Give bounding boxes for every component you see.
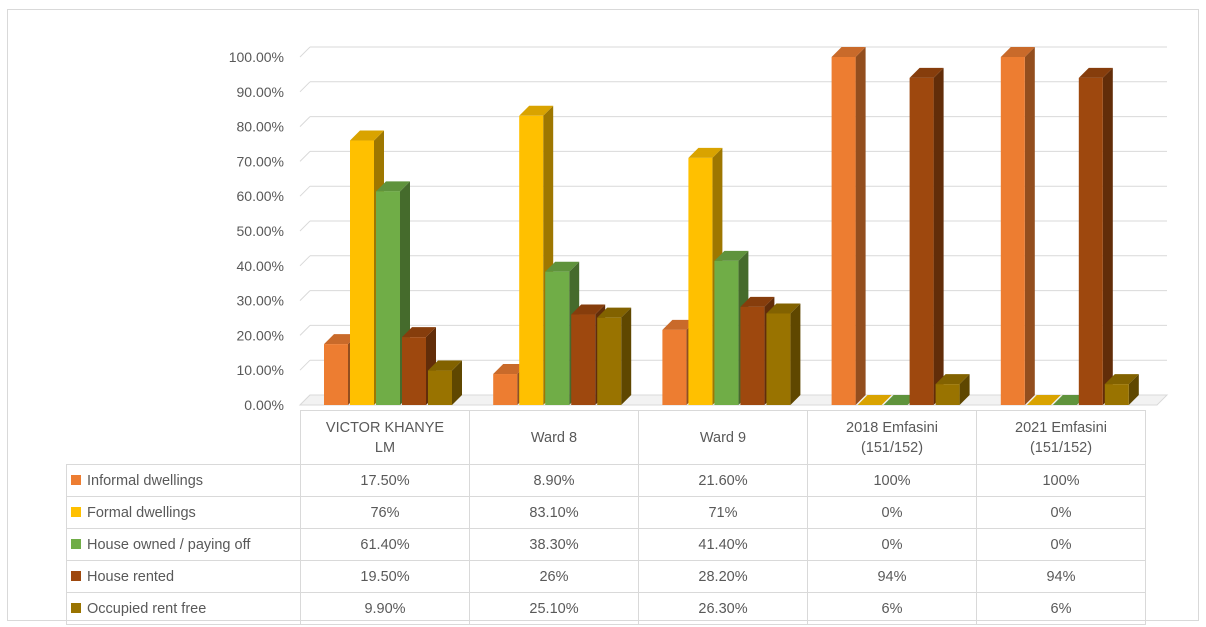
legend-entry: House rented [66,560,301,593]
y-tick-label: 40.00% [237,258,284,274]
legend-entry: Informal dwellings [66,464,301,497]
data-label: 38.30% [469,528,639,561]
legend-swatch [71,538,81,549]
y-tick-label: 80.00% [237,119,284,135]
series-name: Formal dwellings [87,504,196,521]
data-label: 26% [469,560,639,593]
gridline-edge [299,220,311,232]
data-label: 21.60% [638,464,808,497]
table-corner [66,410,301,465]
data-label: 76% [300,496,470,529]
legend-entry: Occupied rent free [66,592,301,625]
series-name: House owned / paying off [87,536,251,553]
data-label: 25.10% [469,592,639,625]
y-tick-label: 30.00% [237,293,284,309]
gridline-edge [299,290,311,301]
y-tick-label: 50.00% [237,223,284,239]
bar-informal-dwellings [831,47,866,405]
data-table: VICTOR KHANYE LM Ward 8 Ward 9 2018 Emfasin… [66,410,1146,625]
gridline-edge [299,116,311,127]
data-label: 100% [976,464,1146,497]
data-label: 9.90% [300,592,470,625]
data-label: 0% [976,496,1146,529]
legend-entry: Formal dwellings [66,496,301,529]
data-label: 6% [807,592,977,625]
legend-swatch [71,602,81,613]
data-label: 94% [807,560,977,593]
category-label: 2018 Emfasini (151/152) [807,410,977,465]
y-tick-label: 60.00% [237,188,284,204]
data-label: 6% [976,592,1146,625]
bar-house-rented [402,327,436,405]
data-label: 94% [976,560,1146,593]
data-label: 83.10% [469,496,639,529]
bar-formal-dwellings [1026,395,1061,405]
data-label: 17.50% [300,464,470,497]
legend-swatch [71,474,81,485]
table-row: House owned / paying off 61.40% 38.30% 41.4… [66,528,1146,561]
y-tick-label: 70.00% [237,153,284,169]
data-label: 61.40% [300,528,470,561]
bar-occupied-rent-free [1104,374,1139,405]
data-label: 0% [807,496,977,529]
gridline-edge [299,359,311,371]
table-row: Occupied rent free 9.90% 25.10% 26.30% 6% 6% [66,592,1146,625]
bar-occupied-rent-free [597,307,632,405]
legend-entry: House owned / paying off [66,528,301,561]
series-name: Informal dwellings [87,472,204,489]
data-label: 41.40% [638,528,808,561]
data-label: 8.90% [469,464,639,497]
gridline-edge [299,325,311,336]
y-tick-label: 100.00% [229,49,284,65]
series-name: House rented [87,568,175,585]
y-tick-label: 20.00% [237,327,284,343]
bar-house-rented [909,67,944,405]
gridline-edge [299,255,311,267]
category-label: Ward 8 [469,410,639,465]
data-label: 0% [976,528,1146,561]
gridline-edge [299,81,311,93]
gridline-edge [299,151,311,162]
table-row: House rented 19.50% 26% 28.20% 94% 94% [66,560,1146,593]
data-label: 28.20% [638,560,808,593]
gridline-edge [299,185,311,197]
data-label: 19.50% [300,560,470,593]
bar-house-owned-paying-off [883,395,918,405]
data-label: 26.30% [638,592,808,625]
bar-house-rented [1078,67,1113,405]
table-row: Informal dwellings 17.50% 8.90% 21.60% 100% 1… [66,464,1146,497]
category-label: VICTOR KHANYE LM [300,410,470,465]
y-tick-label: 0.00% [244,397,284,413]
y-tick-label: 10.00% [237,362,284,378]
data-label: 100% [807,464,977,497]
series-name: Occupied rent free [87,600,207,617]
bar-formal-dwellings [857,395,892,405]
legend-swatch [71,570,81,581]
y-tick-label: 90.00% [237,84,284,100]
gridline-edge [299,46,311,58]
bar-informal-dwellings [1000,47,1035,405]
bar-occupied-rent-free [766,303,801,405]
bar-occupied-rent-free [428,360,462,405]
table-row: Formal dwellings 76% 83.10% 71% 0% 0% [66,496,1146,529]
bar-house-owned-paying-off [376,181,410,405]
legend-swatch [71,506,81,517]
category-label: 2021 Emfasini (151/152) [976,410,1146,465]
bar-occupied-rent-free [935,374,970,405]
data-label: 71% [638,496,808,529]
category-label: Ward 9 [638,410,808,465]
data-label: 0% [807,528,977,561]
bar-house-owned-paying-off [1052,395,1087,405]
